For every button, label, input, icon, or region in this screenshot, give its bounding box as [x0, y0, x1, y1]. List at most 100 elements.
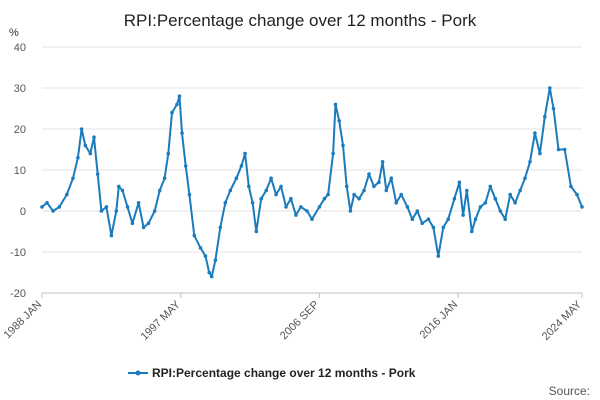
- series-pork: [40, 86, 584, 279]
- data-point: [269, 176, 273, 180]
- data-point: [362, 188, 366, 193]
- data-point: [243, 151, 247, 156]
- data-point: [92, 135, 96, 139]
- data-point: [344, 184, 349, 189]
- data-point: [377, 180, 381, 185]
- x-axis-ticks: 1988 JAN 1997 MAY 2006 SEP 2016 JAN 2024 MAY: [1, 293, 585, 343]
- data-point: [431, 225, 436, 230]
- data-point: [538, 151, 542, 156]
- data-point: [192, 233, 197, 238]
- data-point: [446, 217, 451, 221]
- data-point: [348, 209, 353, 213]
- data-point: [310, 217, 314, 221]
- data-point: [162, 176, 167, 180]
- data-point: [166, 151, 171, 156]
- data-point: [543, 114, 547, 119]
- data-point: [264, 188, 269, 193]
- data-point: [130, 221, 135, 226]
- data-point: [389, 176, 394, 180]
- data-point: [548, 86, 552, 90]
- data-point: [426, 217, 431, 221]
- data-point: [352, 192, 356, 197]
- data-point: [556, 147, 561, 152]
- data-point: [79, 127, 84, 131]
- data-point: [452, 196, 457, 201]
- data-point: [247, 184, 251, 189]
- data-point: [104, 205, 109, 209]
- data-point: [551, 106, 556, 111]
- data-point: [410, 217, 415, 221]
- x-tick-label: 2024 MAY: [540, 298, 585, 343]
- data-point: [99, 209, 104, 213]
- data-point: [528, 160, 532, 164]
- data-point: [294, 213, 298, 217]
- data-point: [180, 131, 184, 135]
- data-point: [76, 155, 80, 160]
- data-point: [228, 188, 233, 193]
- data-point: [259, 196, 264, 201]
- data-point: [331, 151, 335, 156]
- y-tick-label: 20: [14, 124, 26, 136]
- data-point: [152, 209, 157, 213]
- data-point: [436, 254, 441, 258]
- data-point: [254, 229, 259, 234]
- data-point: [223, 201, 228, 205]
- data-point: [209, 274, 214, 279]
- data-point: [562, 147, 567, 152]
- data-point: [284, 205, 288, 209]
- data-point: [203, 254, 208, 258]
- data-point: [279, 184, 283, 189]
- data-point: [533, 131, 537, 135]
- data-point: [380, 160, 385, 164]
- y-tick-label: -20: [10, 288, 26, 300]
- data-point: [465, 188, 469, 193]
- data-point: [274, 192, 278, 197]
- x-tick-label: 2016 JAN: [418, 299, 461, 342]
- series-line: [41, 87, 583, 278]
- data-point: [57, 205, 62, 209]
- y-tick-label: -10: [10, 247, 26, 259]
- data-point: [305, 209, 309, 213]
- data-point: [503, 217, 508, 221]
- data-point: [575, 192, 579, 197]
- data-point: [88, 151, 93, 156]
- data-point: [415, 209, 420, 213]
- data-point: [183, 164, 188, 168]
- data-point: [508, 192, 512, 197]
- y-axis-unit: %: [9, 27, 19, 39]
- data-point: [473, 217, 478, 221]
- data-point: [136, 201, 141, 205]
- data-point: [299, 205, 303, 209]
- data-point: [170, 110, 174, 115]
- data-point: [399, 192, 404, 197]
- data-point: [488, 184, 493, 189]
- legend: RPI:Percentage change over 12 months - P…: [128, 366, 416, 380]
- data-point: [157, 188, 162, 193]
- chart-title: RPI:Percentage change over 12 months - P…: [124, 11, 477, 30]
- data-point: [198, 246, 203, 250]
- data-point: [71, 176, 75, 180]
- data-point: [513, 201, 517, 205]
- data-point: [95, 172, 100, 176]
- data-point: [470, 229, 474, 234]
- data-point: [289, 196, 293, 201]
- legend-label: RPI:Percentage change over 12 months - P…: [152, 366, 416, 380]
- data-point: [337, 119, 342, 123]
- data-point: [569, 184, 573, 189]
- data-point: [83, 143, 88, 148]
- data-point: [367, 172, 371, 176]
- data-point: [40, 205, 44, 209]
- data-point: [461, 213, 465, 217]
- data-point: [326, 192, 330, 197]
- data-point: [420, 221, 425, 226]
- y-tick-label: 10: [14, 165, 26, 177]
- x-tick-label: 1997 MAY: [139, 298, 184, 343]
- data-point: [493, 196, 498, 201]
- data-point: [523, 176, 527, 180]
- data-point: [483, 201, 488, 205]
- data-point: [125, 205, 130, 209]
- y-axis-ticks: -20 -10 0 10 20 30 40: [10, 42, 26, 300]
- data-point: [51, 209, 55, 213]
- data-point: [405, 205, 410, 209]
- data-point: [109, 233, 114, 238]
